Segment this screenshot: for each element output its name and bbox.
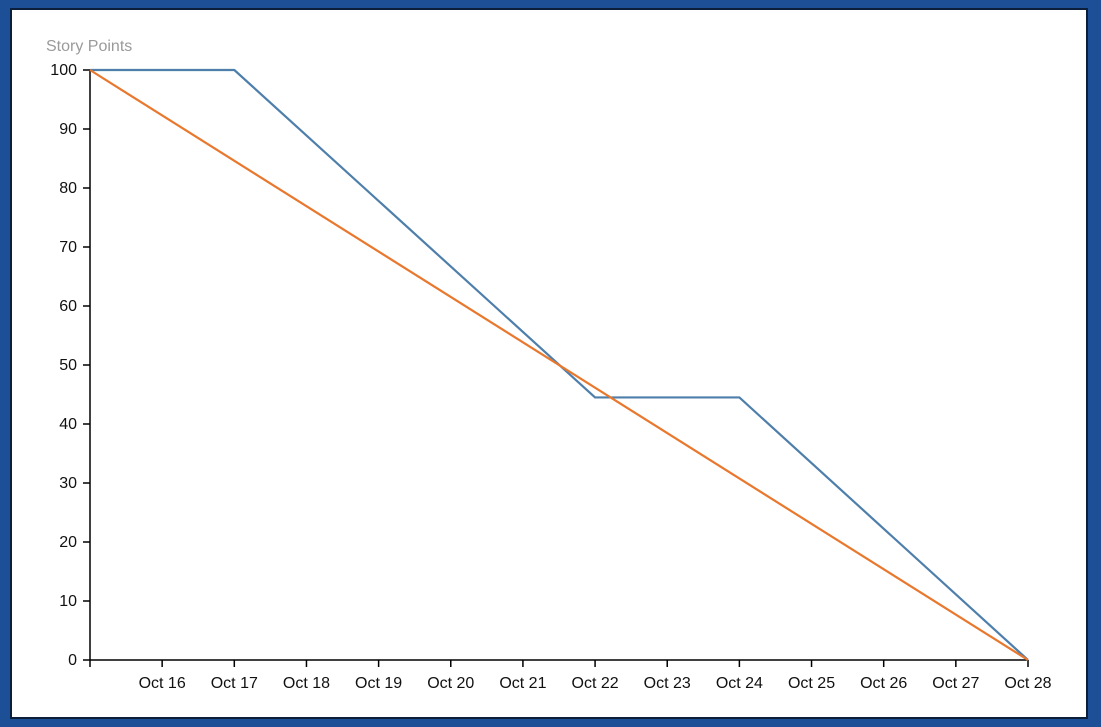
x-tick-label: Oct 23 bbox=[644, 675, 691, 692]
y-tick-label: 0 bbox=[68, 652, 77, 669]
x-tick-label: Oct 16 bbox=[139, 675, 186, 692]
x-tick-label: Oct 17 bbox=[211, 675, 258, 692]
x-axis: Oct 16 Oct 17 Oct 18 Oct 19 Oct 20 Oct 21 Oct … bbox=[89, 659, 1052, 692]
x-tick-label: Oct 28 bbox=[1004, 675, 1051, 692]
y-tick-label: 40 bbox=[59, 416, 77, 433]
y-tick-label: 20 bbox=[59, 534, 77, 551]
y-tick-label: 30 bbox=[59, 475, 77, 492]
ideal-burndown-line bbox=[89, 69, 1029, 661]
x-tick-label: Oct 27 bbox=[932, 675, 979, 692]
y-tick-label: 100 bbox=[50, 62, 77, 79]
burndown-chart: Story Points 0 10 20 30 40 50 60 70 80 90 100 Oct … bbox=[46, 38, 1052, 692]
x-tick-label: Oct 19 bbox=[355, 675, 402, 692]
chart-panel: Story Points 0 10 20 30 40 50 60 70 80 90 100 Oct … bbox=[10, 8, 1088, 719]
x-tick-label: Oct 26 bbox=[860, 675, 907, 692]
x-tick-label: Oct 21 bbox=[499, 675, 546, 692]
y-tick-label: 90 bbox=[59, 121, 77, 138]
y-axis: 0 10 20 30 40 50 60 70 80 90 100 bbox=[50, 62, 91, 669]
actual-burndown-line bbox=[90, 68, 1029, 661]
y-tick-label: 70 bbox=[59, 239, 77, 256]
y-tick-label: 60 bbox=[59, 298, 77, 315]
x-tick-label: Oct 22 bbox=[572, 675, 619, 692]
y-tick-label: 50 bbox=[59, 357, 77, 374]
x-tick-label: Oct 20 bbox=[427, 675, 474, 692]
x-tick-label: Oct 24 bbox=[716, 675, 763, 692]
y-tick-label: 80 bbox=[59, 180, 77, 197]
y-axis-title: Story Points bbox=[46, 38, 132, 55]
series-layer bbox=[89, 68, 1029, 661]
x-tick-label: Oct 25 bbox=[788, 675, 835, 692]
y-tick-label: 10 bbox=[59, 593, 77, 610]
x-tick-label: Oct 18 bbox=[283, 675, 330, 692]
